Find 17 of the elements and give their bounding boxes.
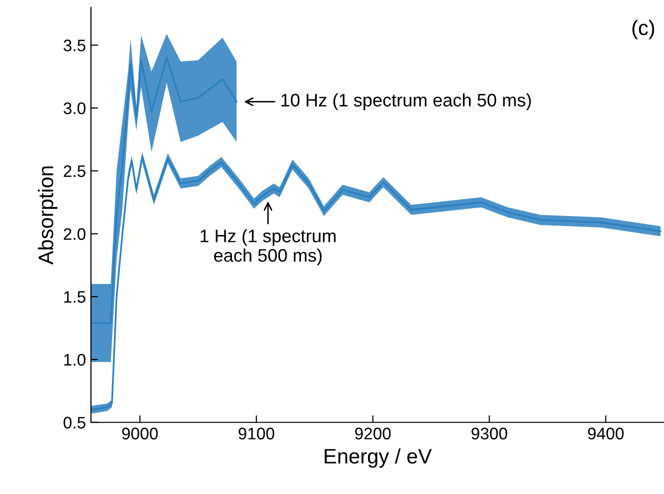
y-tick-label: 3.5	[64, 40, 86, 52]
y-tick-label: 2.5	[64, 165, 86, 178]
y-axis-title: Absorption	[38, 166, 58, 265]
x-tick-label: 9100	[238, 428, 274, 440]
x-axis-title: Energy / eV	[324, 448, 432, 468]
y-tick-label: 1.5	[64, 291, 86, 303]
annotation: 10 Hz (1 spectrum each 50 ms)	[281, 93, 531, 110]
x-tick-label: 9400	[588, 428, 624, 440]
annotation: 1 Hz (1 spectrum each 500 ms)	[200, 229, 336, 266]
x-tick-label: 9300	[472, 428, 508, 440]
y-tick-label: 1.0	[64, 354, 86, 366]
x-tick-label: 9000	[122, 428, 158, 440]
x-tick-label: 9200	[355, 428, 391, 440]
y-tick-label: 2.0	[64, 228, 86, 240]
y-tick-label: 0.5	[64, 416, 86, 429]
y-tick-label: 3.0	[64, 102, 86, 114]
annotation: (c)	[632, 20, 654, 40]
